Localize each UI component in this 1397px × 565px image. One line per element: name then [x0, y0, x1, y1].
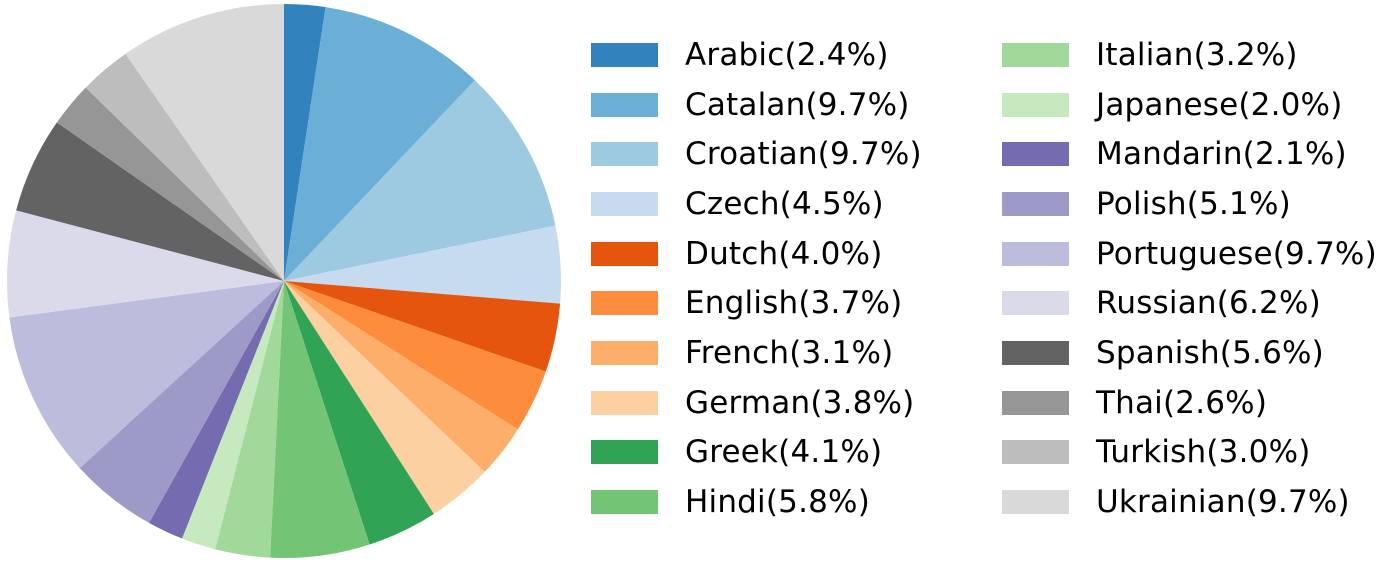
legend-column-2: Italian(3.2%) Japanese(2.0%) Mandarin(2.…: [1002, 30, 1377, 527]
legend-item-japanese: Japanese(2.0%): [1002, 80, 1377, 130]
pie-slice-german: [284, 281, 485, 514]
legend-item-russian: Russian(6.2%): [1002, 278, 1377, 328]
legend-item-ukrainian: Ukrainian(9.7%): [1002, 477, 1377, 527]
legend-swatch: [1002, 390, 1069, 415]
legend-swatch: [591, 92, 658, 117]
legend-item-hindi: Hindi(5.8%): [591, 477, 922, 527]
legend-swatch: [591, 241, 658, 266]
legend-item-thai: Thai(2.6%): [1002, 378, 1377, 428]
legend-swatch: [591, 390, 658, 415]
legend-swatch: [1002, 291, 1069, 316]
legend-swatch: [591, 440, 658, 465]
legend-item-turkish: Turkish(3.0%): [1002, 428, 1377, 478]
legend-label: Japanese(2.0%): [1096, 86, 1343, 123]
pie-slice-turkish: [85, 53, 284, 282]
pie-slice-czech: [284, 225, 562, 304]
legend-item-catalan: Catalan(9.7%): [591, 80, 922, 130]
legend-swatch: [1002, 142, 1069, 167]
legend-label: Turkish(3.0%): [1096, 434, 1311, 471]
pie-slice-russian: [7, 210, 284, 318]
pie-slice-french: [284, 281, 518, 472]
legend-swatch: [1002, 340, 1069, 365]
legend-item-english: English(3.7%): [591, 278, 922, 328]
legend-label: Greek(4.1%): [685, 434, 883, 471]
legend-swatch: [591, 142, 658, 167]
legend-item-arabic: Arabic(2.4%): [591, 30, 922, 80]
legend-item-portuguese: Portuguese(9.7%): [1002, 229, 1377, 279]
pie-slice-dutch: [284, 281, 561, 372]
pie-slice-catalan: [284, 7, 475, 281]
legend-label: English(3.7%): [685, 285, 903, 322]
legend-label: Portuguese(9.7%): [1096, 235, 1377, 272]
legend-swatch: [591, 42, 658, 67]
pie-slice-greek: [284, 281, 434, 545]
legend-item-greek: Greek(4.1%): [591, 428, 922, 478]
legend-label: Ukrainian(9.7%): [1096, 484, 1350, 521]
pie-slice-hindi: [270, 281, 370, 558]
legend-label: Mandarin(2.1%): [1096, 136, 1347, 173]
pie-slice-polish: [79, 281, 285, 523]
pie-slice-english: [284, 281, 546, 430]
pie-slice-portuguese: [9, 281, 284, 469]
legend-item-italian: Italian(3.2%): [1002, 30, 1377, 80]
legend-item-croatian: Croatian(9.7%): [591, 129, 922, 179]
legend-label: Italian(3.2%): [1096, 36, 1298, 73]
legend-swatch: [1002, 92, 1069, 117]
legend-label: Russian(6.2%): [1096, 285, 1321, 322]
legend-column-1: Arabic(2.4%) Catalan(9.7%) Croatian(9.7%…: [591, 30, 922, 527]
pie-slice-thai: [56, 87, 285, 281]
pie-slice-italian: [215, 281, 284, 558]
legend-swatch: [1002, 490, 1069, 515]
pie-slice-spanish: [16, 122, 284, 281]
legend-label: Arabic(2.4%): [685, 36, 889, 73]
legend-label: Polish(5.1%): [1096, 185, 1291, 222]
pie-chart: [7, 3, 562, 558]
legend-swatch: [591, 340, 658, 365]
pie-slice-ukrainian: [125, 3, 284, 281]
legend-label: Dutch(4.0%): [685, 235, 883, 272]
legend-label: German(3.8%): [685, 384, 915, 421]
legend-item-polish: Polish(5.1%): [1002, 179, 1377, 229]
legend-swatch: [1002, 241, 1069, 266]
legend-item-mandarin: Mandarin(2.1%): [1002, 129, 1377, 179]
legend-label: Czech(4.5%): [685, 185, 884, 222]
legend-swatch: [591, 490, 658, 515]
pie-slice-japanese: [182, 281, 284, 550]
legend-item-dutch: Dutch(4.0%): [591, 229, 922, 279]
pie-slice-mandarin: [149, 281, 284, 539]
legend-item-czech: Czech(4.5%): [591, 179, 922, 229]
legend-label: Thai(2.6%): [1096, 384, 1268, 421]
legend-swatch: [1002, 191, 1069, 216]
legend-swatch: [1002, 440, 1069, 465]
pie-slice-croatian: [284, 80, 556, 282]
legend-swatch: [591, 291, 658, 316]
legend-item-spanish: Spanish(5.6%): [1002, 328, 1377, 378]
legend-item-french: French(3.1%): [591, 328, 922, 378]
legend-swatch: [1002, 42, 1069, 67]
pie-slice-arabic: [284, 3, 326, 281]
legend-label: Hindi(5.8%): [685, 484, 871, 521]
legend-label: Croatian(9.7%): [685, 136, 922, 173]
legend-item-german: German(3.8%): [591, 378, 922, 428]
legend-label: Catalan(9.7%): [685, 86, 910, 123]
legend-swatch: [591, 191, 658, 216]
legend-label: Spanish(5.6%): [1096, 334, 1324, 371]
legend-label: French(3.1%): [685, 334, 894, 371]
